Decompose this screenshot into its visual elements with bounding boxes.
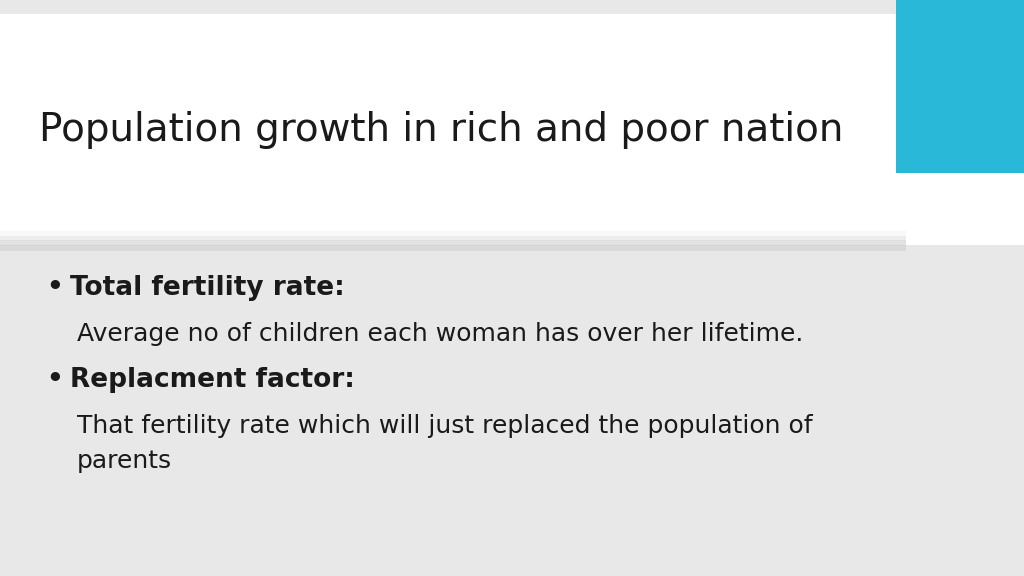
FancyBboxPatch shape	[0, 236, 906, 246]
Text: •: •	[46, 367, 62, 393]
Text: •: •	[46, 275, 62, 301]
FancyBboxPatch shape	[896, 0, 1024, 173]
FancyBboxPatch shape	[0, 14, 896, 245]
FancyBboxPatch shape	[0, 240, 906, 251]
FancyBboxPatch shape	[0, 231, 906, 241]
FancyBboxPatch shape	[896, 14, 1024, 245]
Text: That fertility rate which will just replaced the population of
parents: That fertility rate which will just repl…	[77, 414, 812, 473]
Text: Average no of children each woman has over her lifetime.: Average no of children each woman has ov…	[77, 322, 803, 346]
Text: Total fertility rate:: Total fertility rate:	[70, 275, 344, 301]
Text: Population growth in rich and poor nation: Population growth in rich and poor natio…	[39, 111, 844, 149]
Text: Replacment factor:: Replacment factor:	[70, 367, 354, 393]
